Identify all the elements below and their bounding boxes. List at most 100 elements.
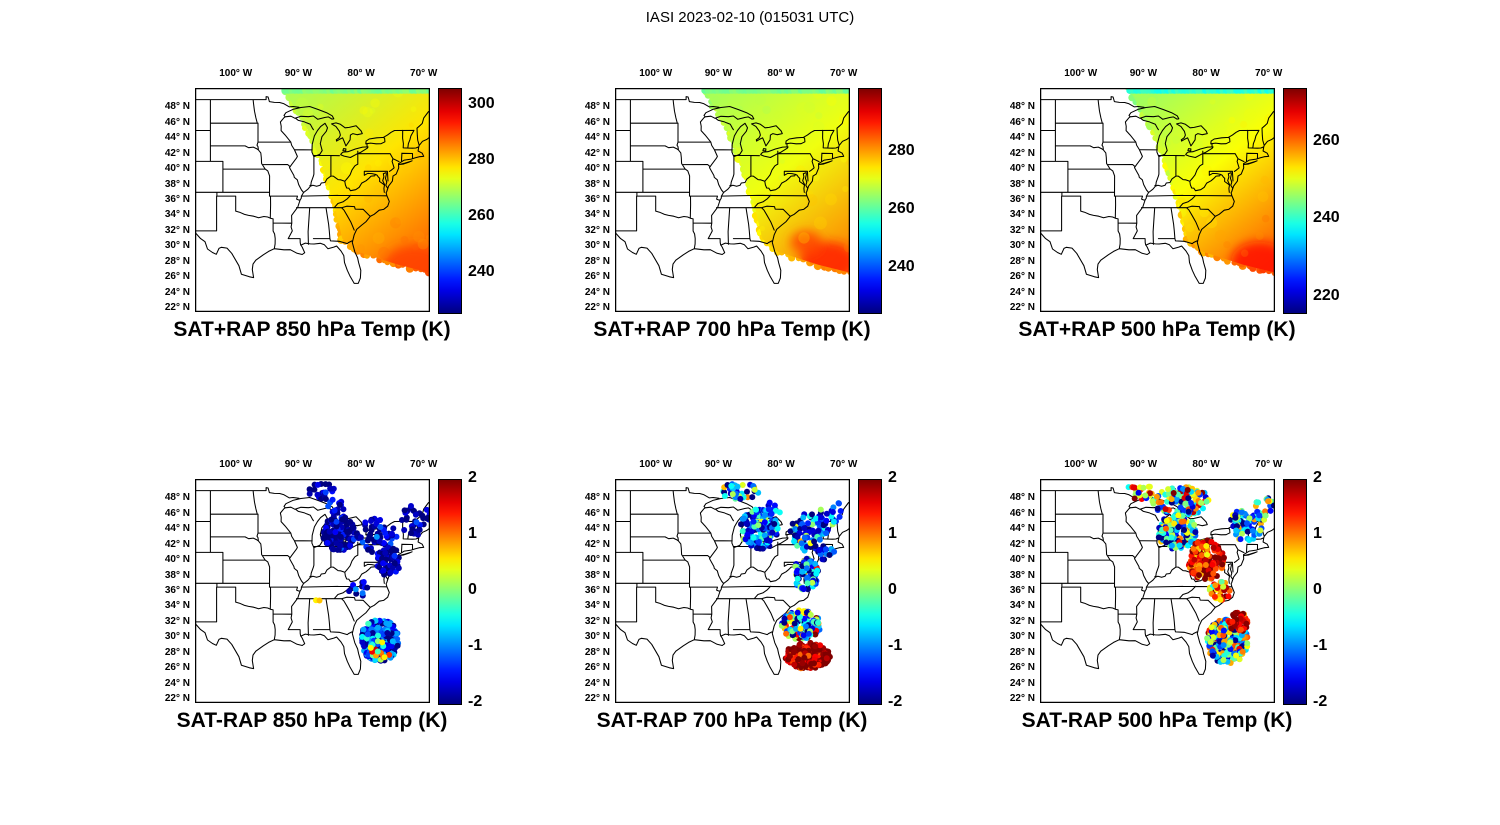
colorbar-tick-label: 0	[888, 581, 897, 598]
lon-tick-label: 70° W	[830, 68, 858, 79]
lon-tick-label: 80° W	[1192, 459, 1220, 470]
lat-tick-label: 46° N	[1009, 507, 1035, 519]
lat-tick-label: 42° N	[1009, 147, 1035, 159]
lat-tick-label: 24° N	[164, 677, 190, 689]
map-canvas	[615, 479, 850, 703]
colorbar-tick-label: 2	[1313, 469, 1322, 486]
lat-tick-label: 48° N	[584, 492, 610, 504]
lon-tick-label: 90° W	[704, 68, 733, 79]
panel-title: SAT-RAP 850 hPa Temp (K)	[176, 709, 448, 732]
map-canvas	[195, 88, 430, 312]
lat-tick-label: 48° N	[164, 101, 190, 113]
lat-tick-label: 36° N	[164, 585, 190, 596]
lat-tick-label: 26° N	[584, 662, 610, 674]
difference-dots	[306, 481, 430, 664]
colorbar-tick-label: 1	[1313, 525, 1322, 542]
lat-tick-label: 40° N	[1009, 163, 1035, 175]
colorbar-tick-label: 2	[468, 469, 477, 486]
map-canvas	[615, 88, 850, 312]
lon-tick-label: 100° W	[639, 68, 673, 79]
colorbar-tick-label: -2	[888, 693, 903, 710]
satellite-swath	[703, 88, 850, 273]
map-frame	[1040, 479, 1275, 703]
lat-tick-label: 40° N	[584, 554, 610, 566]
lat-tick-label: 32° N	[164, 224, 190, 236]
lat-tick-label: 30° N	[164, 631, 190, 643]
basemap-outlines	[195, 96, 430, 284]
lat-tick-label: 42° N	[164, 147, 190, 159]
lat-tick-label: 44° N	[584, 132, 610, 144]
colorbar-tick-label: 300	[468, 94, 495, 112]
lat-tick-label: 36° N	[164, 194, 190, 205]
lat-tick-label: 28° N	[584, 646, 610, 658]
lat-tick-label: 34° N	[1009, 209, 1035, 221]
lat-tick-label: 28° N	[584, 255, 610, 267]
lat-tick-label: 38° N	[1009, 178, 1035, 190]
panel-sat-minus-rap-700: 100° W 90° W 80° W 70° W 48° N 46° N 44° N 42° …	[555, 453, 955, 745]
lat-tick-label: 36° N	[584, 585, 610, 596]
lat-tick-label: 22° N	[164, 693, 190, 705]
lon-tick-label: 80° W	[1192, 68, 1220, 79]
lon-tick-label: 70° W	[410, 68, 438, 79]
basemap-outlines	[615, 96, 850, 284]
colorbar-tick-label: 1	[888, 525, 897, 542]
lat-tick-label: 30° N	[584, 240, 610, 252]
panel-title: SAT-RAP 700 hPa Temp (K)	[596, 709, 868, 732]
lon-tick-label: 100° W	[639, 459, 673, 470]
lat-tick-label: 38° N	[164, 569, 190, 581]
colorbar	[858, 88, 882, 314]
lat-tick-label: 24° N	[1009, 677, 1035, 689]
lat-tick-label: 34° N	[164, 209, 190, 221]
lat-tick-label: 44° N	[584, 523, 610, 535]
lat-tick-label: 36° N	[1009, 194, 1035, 205]
panel-sat-plus-rap-700: 100° W 90° W 80° W 70° W 48° N 46° N 44° N 42° …	[555, 62, 955, 354]
lat-tick-label: 34° N	[584, 209, 610, 221]
colorbar	[438, 88, 462, 314]
lon-tick-label: 100° W	[219, 459, 253, 470]
lat-tick-label: 46° N	[584, 116, 610, 128]
map-canvas	[1040, 88, 1275, 312]
lat-tick-label: 26° N	[164, 271, 190, 283]
lon-tick-label: 90° W	[1129, 459, 1158, 470]
colorbar	[1283, 479, 1307, 705]
lat-tick-label: 40° N	[584, 163, 610, 175]
map-frame	[195, 88, 430, 312]
lat-tick-label: 26° N	[1009, 271, 1035, 283]
lat-tick-label: 30° N	[164, 240, 190, 252]
map-frame	[615, 88, 850, 312]
colorbar-tick-label: 240	[468, 262, 495, 280]
panel-title: SAT+RAP 850 hPa Temp (K)	[173, 318, 451, 341]
lon-tick-label: 70° W	[1255, 68, 1283, 79]
lat-tick-label: 36° N	[1009, 585, 1035, 596]
lat-tick-label: 40° N	[164, 163, 190, 175]
colorbar-tick-label: -1	[888, 637, 903, 654]
basemap-outlines	[1040, 96, 1275, 284]
lat-tick-label: 48° N	[164, 492, 190, 504]
satellite-swath	[1128, 88, 1275, 273]
lat-tick-label: 22° N	[1009, 302, 1035, 314]
colorbar-tick-label: -1	[468, 637, 483, 654]
lat-tick-label: 28° N	[164, 255, 190, 267]
panel-sat-plus-rap-500: 100° W 90° W 80° W 70° W 48° N 46° N 44° N 42° …	[980, 62, 1380, 354]
lon-tick-label: 80° W	[347, 68, 375, 79]
lat-tick-label: 48° N	[1009, 492, 1035, 504]
lat-tick-label: 22° N	[584, 693, 610, 705]
lat-tick-label: 32° N	[584, 224, 610, 236]
lon-tick-label: 100° W	[1064, 459, 1098, 470]
lat-tick-label: 24° N	[164, 286, 190, 298]
lat-tick-label: 46° N	[584, 507, 610, 519]
lat-tick-label: 24° N	[584, 286, 610, 298]
lon-tick-label: 100° W	[219, 68, 253, 79]
colorbar-tick-label: 0	[1313, 581, 1322, 598]
lon-tick-label: 90° W	[704, 459, 733, 470]
lat-tick-label: 44° N	[1009, 132, 1035, 144]
lat-tick-label: 38° N	[584, 569, 610, 581]
lat-tick-label: 42° N	[164, 538, 190, 550]
lat-tick-label: 28° N	[1009, 255, 1035, 267]
map-frame	[195, 479, 430, 703]
lat-tick-label: 44° N	[1009, 523, 1035, 535]
panel-title: SAT+RAP 500 hPa Temp (K)	[1018, 318, 1296, 341]
lat-tick-label: 22° N	[164, 302, 190, 314]
lon-tick-label: 80° W	[347, 459, 375, 470]
lat-tick-label: 40° N	[164, 554, 190, 566]
